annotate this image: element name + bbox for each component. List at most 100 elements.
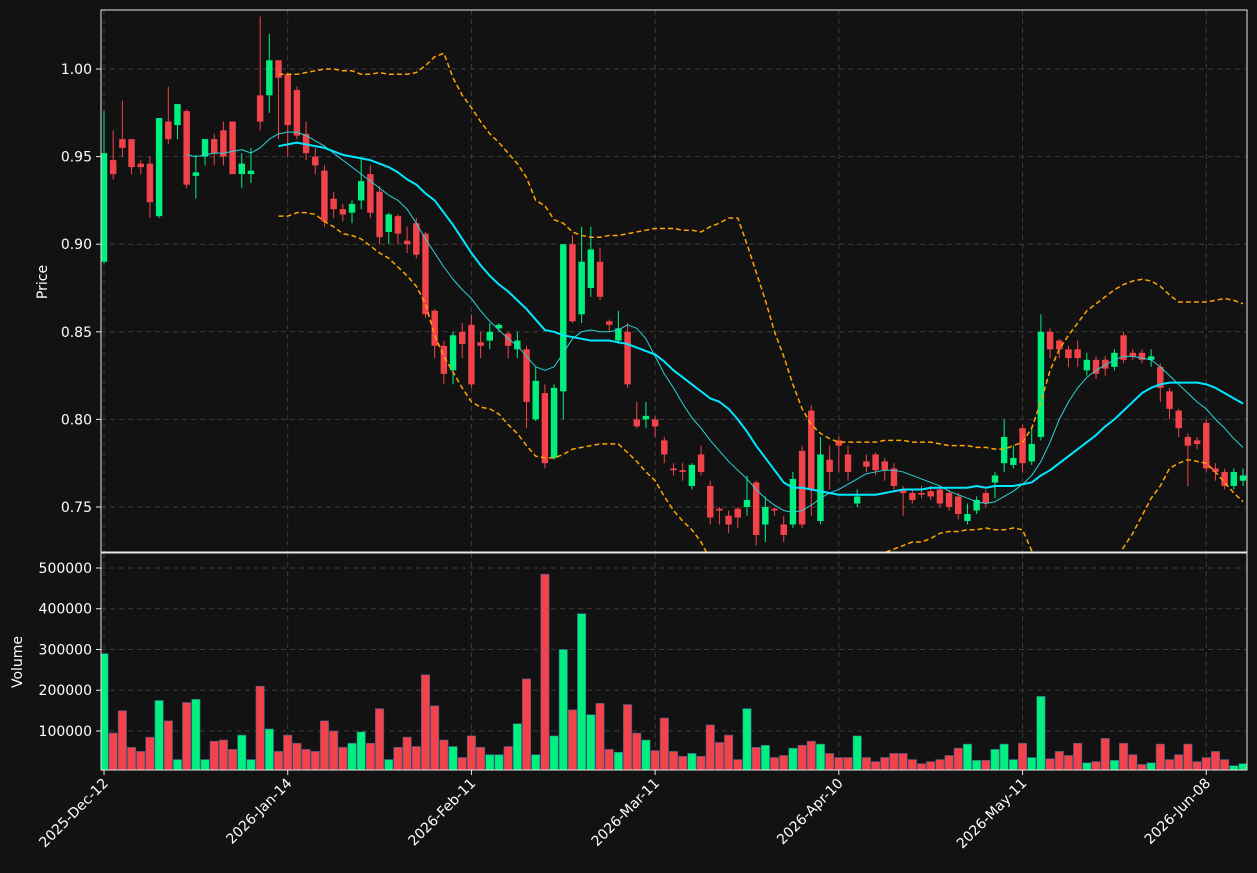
volume-bar (623, 704, 633, 770)
candle-body (835, 440, 843, 446)
volume-bar (1146, 762, 1156, 770)
lines (186, 52, 1244, 552)
volume-bar (815, 743, 825, 770)
volume-bar (393, 747, 403, 770)
volume-bar (172, 759, 183, 770)
volume-bar (273, 751, 284, 770)
volume-bar (788, 747, 798, 770)
candle-body (192, 172, 200, 176)
candle-body (707, 485, 714, 518)
y-tick-label: 0.75 (61, 500, 92, 516)
candle-body (890, 468, 898, 486)
candle-body (1010, 457, 1017, 465)
candle-body (1046, 331, 1054, 350)
candle-body (560, 244, 567, 392)
volume-bar (457, 757, 467, 770)
volume-bar (466, 735, 476, 770)
y-axis-label: Price (35, 265, 51, 299)
volume-bar (852, 735, 862, 770)
volume-bar (1091, 761, 1101, 770)
volume-frame (100, 552, 1248, 771)
volume-bar (494, 754, 504, 770)
candle-body (449, 335, 457, 371)
volume-bar (567, 709, 577, 770)
volume-bar (310, 751, 320, 770)
candle-body (578, 261, 585, 315)
volume-bar (264, 728, 274, 770)
candle-body (899, 489, 907, 493)
volume-bar (420, 674, 431, 770)
volume-bar (742, 708, 752, 770)
candle-body (1056, 340, 1063, 350)
candle-body (771, 508, 778, 511)
candle-body (357, 181, 365, 201)
volume-bar (714, 742, 724, 770)
candle-body (256, 95, 264, 122)
volume-bar (347, 742, 357, 770)
candle-body (376, 191, 383, 238)
candle-body (605, 321, 613, 325)
indicator-line (186, 131, 1244, 513)
volume-bar (292, 742, 302, 770)
volume-bar (1183, 743, 1193, 770)
volume-axis-label: Volume (10, 636, 26, 688)
volume-bar (806, 740, 816, 770)
volume-bar (1174, 754, 1184, 770)
candle-body (459, 331, 466, 345)
volume-bar (770, 757, 780, 770)
candle-body (936, 489, 944, 504)
candle-body (587, 249, 595, 289)
candle-body (927, 491, 934, 497)
candle-body (523, 349, 530, 402)
volume-bar (1109, 760, 1119, 770)
candle-body (119, 139, 126, 148)
volume-bar (595, 702, 605, 770)
candle-body (651, 419, 659, 427)
candle-body (1212, 468, 1219, 472)
candle-body (275, 60, 282, 78)
candle-body (367, 174, 374, 213)
candle-body (945, 492, 953, 507)
volume-bar (1119, 742, 1129, 770)
volume-bar (402, 736, 412, 770)
volume-bar (448, 746, 458, 770)
candle-body (229, 121, 236, 175)
candle-body (725, 515, 732, 525)
volume-bar (834, 757, 844, 770)
volume-bar (430, 705, 440, 770)
x-tick-label: 2026-Feb-11 (405, 776, 479, 850)
candle-body (394, 216, 402, 234)
candle-body (881, 461, 888, 471)
candle-body (918, 492, 925, 495)
candle-body (284, 74, 291, 126)
volume-bar (1100, 738, 1110, 770)
grid (96, 10, 1247, 775)
volume-bar (577, 613, 587, 770)
volume-bar (797, 744, 807, 770)
volume-bar (101, 653, 109, 770)
candle-body (321, 170, 328, 222)
x-tick-label: 2026-Jan-14 (223, 775, 295, 847)
volume-bar (228, 749, 238, 770)
candle-body (550, 387, 558, 458)
volume-bar (301, 749, 311, 770)
candle-body (780, 524, 787, 536)
volume-bar (1027, 757, 1037, 770)
candle-body (413, 223, 420, 255)
y-tick-label: 1.00 (61, 62, 92, 78)
volume-bar (1238, 763, 1247, 770)
volume-bar (117, 710, 127, 770)
candle-body (477, 342, 484, 346)
volume-bar (724, 734, 734, 770)
candle-body (293, 90, 301, 136)
volume-bar (586, 714, 596, 770)
volume-bar (687, 753, 697, 770)
candle-body (1065, 349, 1072, 359)
candle-body (872, 454, 879, 471)
candle-body (330, 198, 337, 210)
candle-body (312, 156, 319, 166)
volume-bar (1210, 751, 1220, 770)
candle-body (1184, 436, 1192, 446)
volume-bar (871, 761, 881, 770)
volume-bar (237, 734, 247, 770)
